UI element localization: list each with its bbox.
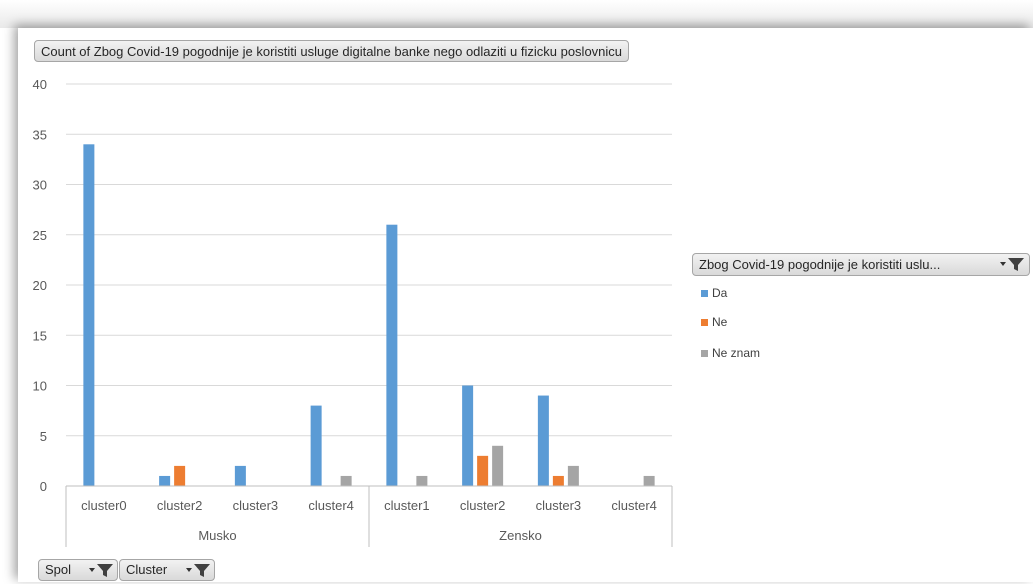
legend-field-button[interactable]: Zbog Covid-19 pogodnije je koristiti usl… bbox=[692, 253, 1030, 276]
window-top-shade bbox=[0, 0, 1033, 28]
x-tick-label: cluster3 bbox=[536, 498, 582, 513]
bar bbox=[83, 144, 95, 487]
legend-swatch bbox=[701, 350, 708, 358]
bar bbox=[310, 405, 322, 486]
bars bbox=[83, 144, 655, 487]
legend-label: Ne znam bbox=[712, 346, 761, 360]
y-tick-label: 0 bbox=[40, 479, 47, 494]
spol-filter-button[interactable]: Spol bbox=[38, 559, 118, 581]
y-axis-ticks: 0 5 10 15 20 25 30 35 40 bbox=[33, 77, 47, 494]
bar bbox=[340, 475, 352, 486]
chart-frame bbox=[18, 28, 1033, 582]
spol-filter-label: Spol bbox=[45, 562, 72, 577]
x-tick-label: cluster1 bbox=[384, 498, 430, 513]
filter-dropdown-icon[interactable] bbox=[88, 562, 114, 584]
filter-dropdown-icon[interactable] bbox=[185, 562, 211, 584]
chart-title: Count of Zbog Covid-19 pogodnije je kori… bbox=[41, 44, 623, 59]
x-group-label: Musko bbox=[198, 528, 236, 543]
chart-title-button[interactable]: Count of Zbog Covid-19 pogodnije je kori… bbox=[34, 40, 630, 62]
y-tick-label: 25 bbox=[33, 228, 47, 243]
bar bbox=[477, 455, 489, 486]
x-group-label: Zensko bbox=[499, 528, 542, 543]
legend-label: Da bbox=[712, 286, 728, 300]
y-tick-label: 10 bbox=[33, 379, 47, 394]
x-tick-label: cluster4 bbox=[308, 498, 354, 513]
gridlines bbox=[66, 83, 672, 487]
cluster-filter-label: Cluster bbox=[126, 562, 168, 577]
y-tick-label: 5 bbox=[40, 429, 47, 444]
bar bbox=[416, 475, 428, 486]
x-axis: cluster0 cluster2 cluster3 cluster4 Musko clu… bbox=[65, 485, 673, 547]
y-tick-label: 40 bbox=[33, 77, 47, 92]
y-tick-label: 20 bbox=[33, 278, 47, 293]
bar bbox=[537, 395, 549, 486]
x-tick-label: cluster4 bbox=[611, 498, 657, 513]
y-tick-label: 35 bbox=[33, 127, 47, 142]
bar bbox=[643, 475, 655, 486]
legend-item-ne: Ne bbox=[701, 315, 727, 329]
legend-item-ne-znam: Ne znam bbox=[701, 346, 760, 360]
bar bbox=[567, 465, 579, 486]
y-tick-label: 15 bbox=[33, 328, 47, 343]
cluster-filter-button[interactable]: Cluster bbox=[119, 559, 215, 581]
bar bbox=[492, 445, 504, 486]
legend-swatch bbox=[701, 319, 708, 327]
y-tick-label: 30 bbox=[33, 178, 47, 193]
filter-dropdown-icon[interactable] bbox=[999, 256, 1025, 278]
x-tick-label: cluster2 bbox=[460, 498, 506, 513]
x-tick-label: cluster3 bbox=[233, 498, 279, 513]
bar bbox=[174, 465, 186, 486]
x-tick-label: cluster0 bbox=[81, 498, 127, 513]
bar bbox=[386, 224, 398, 486]
x-tick-label: cluster2 bbox=[157, 498, 203, 513]
legend-title: Zbog Covid-19 pogodnije je koristiti usl… bbox=[699, 257, 941, 272]
legend-label: Ne bbox=[712, 315, 728, 329]
bar bbox=[462, 385, 474, 486]
bar bbox=[234, 465, 246, 486]
bar bbox=[159, 475, 171, 486]
legend-item-da: Da bbox=[701, 286, 727, 300]
legend-swatch bbox=[701, 290, 708, 298]
bar bbox=[552, 475, 564, 486]
